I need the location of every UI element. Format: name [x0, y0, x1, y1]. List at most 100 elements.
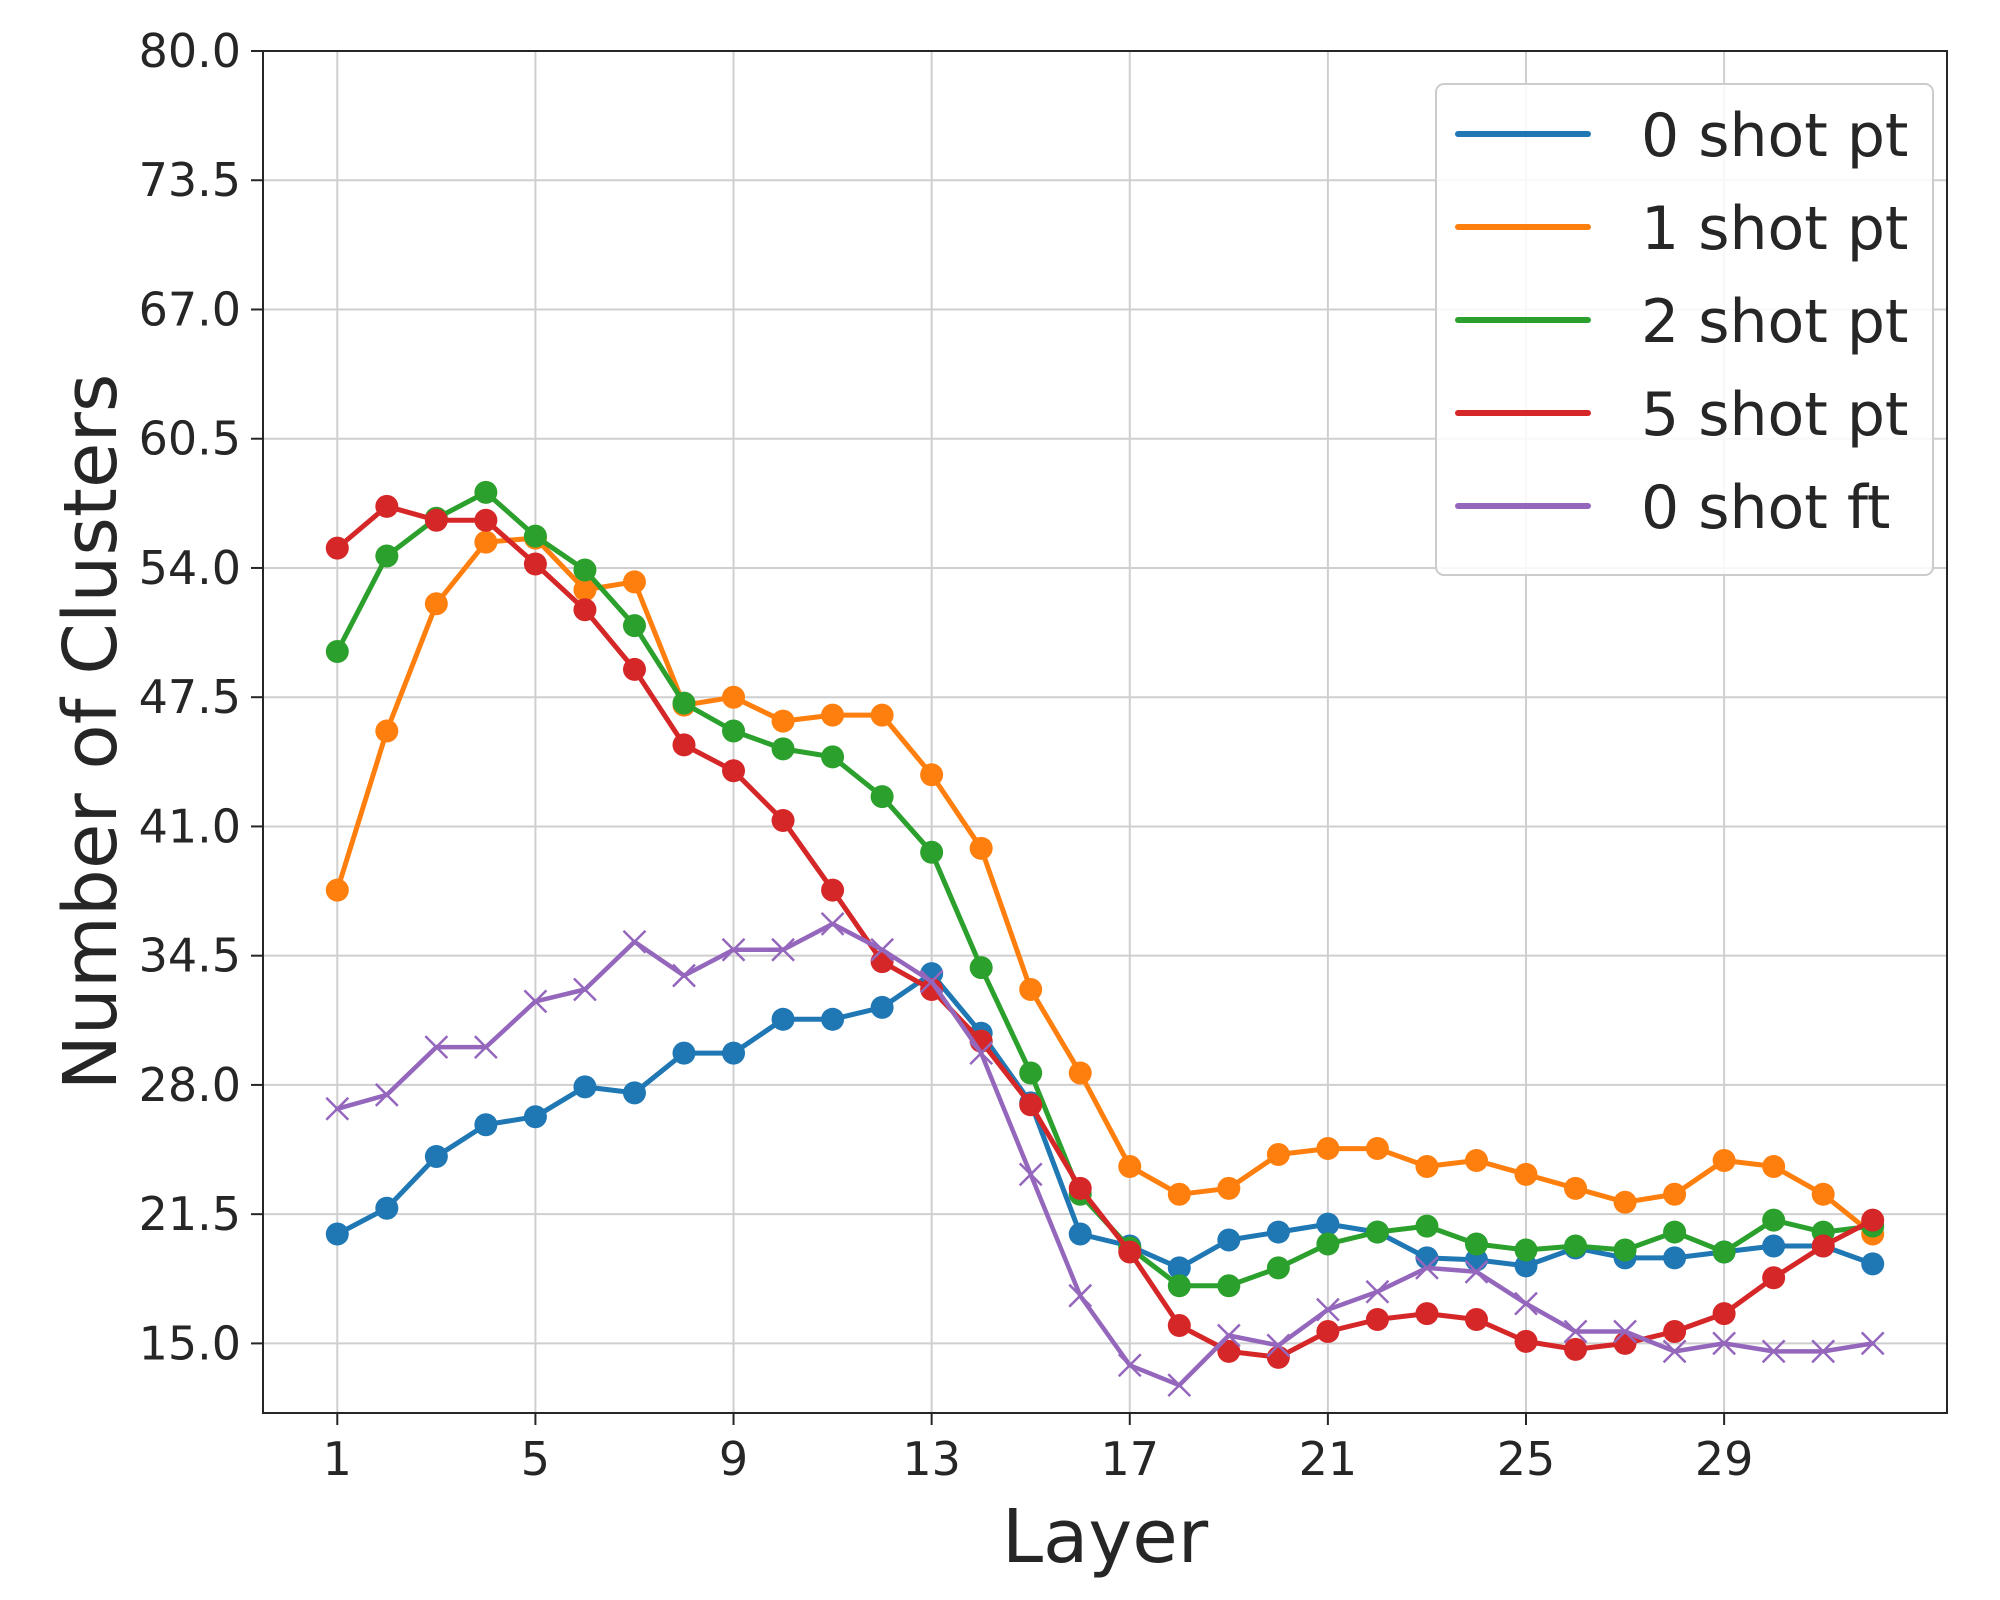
- data-point: [1266, 1220, 1290, 1244]
- data-point: [1118, 1240, 1142, 1264]
- data-point: [1613, 1238, 1637, 1262]
- data-point: [1019, 1061, 1043, 1085]
- data-point-x-marker: [424, 1035, 449, 1060]
- data-point: [375, 544, 399, 568]
- data-point: [523, 552, 547, 576]
- data-point: [1663, 1246, 1687, 1270]
- data-point-x-marker: [870, 937, 895, 962]
- data-point-x-marker: [1860, 1331, 1885, 1356]
- data-point: [573, 1075, 597, 1099]
- data-point: [1365, 1308, 1389, 1332]
- data-point: [870, 785, 894, 809]
- data-point: [1514, 1329, 1538, 1353]
- legend-label: 1 shot pt: [1641, 194, 1908, 264]
- data-point: [920, 977, 944, 1001]
- y-tick-label: 80.0: [139, 24, 241, 78]
- legend-label: 5 shot pt: [1641, 380, 1908, 450]
- data-point: [1663, 1319, 1687, 1343]
- data-point: [722, 719, 746, 743]
- data-point: [325, 1222, 349, 1246]
- data-point-x-marker: [672, 963, 696, 988]
- x-tick-label: 21: [1299, 1432, 1358, 1486]
- data-point: [1167, 1182, 1191, 1206]
- data-point: [1564, 1337, 1588, 1361]
- data-point: [1019, 977, 1043, 1001]
- data-point: [1217, 1176, 1241, 1200]
- data-point: [969, 956, 993, 980]
- data-point: [1415, 1154, 1439, 1178]
- data-point: [821, 1007, 845, 1031]
- data-point: [1365, 1137, 1389, 1161]
- data-point: [474, 1113, 498, 1137]
- data-point-x-marker: [573, 977, 597, 1002]
- data-point-x-marker: [1117, 1353, 1142, 1378]
- data-point-x-marker: [820, 911, 845, 936]
- data-point: [325, 536, 349, 560]
- data-point: [1316, 1137, 1340, 1161]
- series-1-shot-pt: [325, 526, 1885, 1246]
- data-point: [622, 614, 646, 638]
- data-point-x-marker: [1563, 1319, 1588, 1344]
- data-point: [1019, 1093, 1043, 1117]
- y-tick-label: 54.0: [139, 541, 241, 595]
- data-point-x-marker: [1018, 1162, 1043, 1187]
- data-point: [1514, 1254, 1538, 1278]
- data-point-x-marker: [473, 1035, 498, 1060]
- data-point: [672, 733, 696, 757]
- x-tick-label: 13: [902, 1432, 961, 1486]
- data-point-x-marker: [721, 937, 746, 962]
- data-point-x-marker: [622, 929, 647, 954]
- data-point: [325, 639, 349, 663]
- legend-box: [1435, 83, 1934, 576]
- data-point: [1663, 1182, 1687, 1206]
- data-point-x-marker: [919, 969, 944, 994]
- data-point: [1861, 1252, 1885, 1276]
- data-point: [375, 494, 399, 518]
- x-axis-title: Layer: [1002, 1494, 1209, 1580]
- data-point-x-marker: [1216, 1323, 1241, 1348]
- legend-label: 0 shot ft: [1641, 473, 1890, 543]
- data-point: [1762, 1266, 1786, 1290]
- data-point: [1613, 1190, 1637, 1214]
- x-tick-label: 17: [1100, 1432, 1159, 1486]
- data-point: [722, 759, 746, 783]
- data-point: [672, 691, 696, 715]
- data-point-x-marker: [1167, 1373, 1192, 1398]
- data-point: [1712, 1148, 1736, 1172]
- data-point: [1316, 1319, 1340, 1343]
- data-point: [969, 836, 993, 860]
- data-point: [771, 709, 795, 733]
- data-point: [1167, 1314, 1191, 1338]
- data-point-x-marker: [1613, 1319, 1637, 1344]
- plot-frame: [262, 50, 1948, 1414]
- data-point: [1167, 1256, 1191, 1280]
- data-point: [722, 1041, 746, 1065]
- data-point: [1266, 1143, 1290, 1167]
- data-point: [920, 763, 944, 787]
- y-tick-label: 60.5: [139, 412, 241, 466]
- y-tick-label: 67.0: [139, 282, 241, 336]
- series-0-shot-ft: [325, 911, 1885, 1398]
- data-point: [821, 703, 845, 727]
- data-point: [1415, 1214, 1439, 1238]
- data-point: [1118, 1154, 1142, 1178]
- data-point: [1514, 1162, 1538, 1186]
- data-point: [474, 508, 498, 532]
- data-point: [375, 719, 399, 743]
- data-point: [622, 1081, 646, 1105]
- x-tick-label: 1: [323, 1432, 352, 1486]
- data-point: [523, 1105, 547, 1129]
- data-point: [771, 737, 795, 761]
- data-point: [1464, 1148, 1488, 1172]
- data-point: [424, 1145, 448, 1169]
- data-point: [1068, 1176, 1092, 1200]
- data-point: [1365, 1220, 1389, 1244]
- y-axis: 15.0 21.5 28.0 34.5 41.0 47.5 54.0 60.5 67.0 73.5…: [139, 24, 263, 1370]
- data-point: [1217, 1228, 1241, 1252]
- data-point: [573, 598, 597, 622]
- y-axis-title: Number of Clusters: [48, 374, 134, 1091]
- legend-label: 0 shot pt: [1641, 101, 1908, 171]
- data-point: [821, 745, 845, 769]
- data-point-x-marker: [1464, 1259, 1489, 1284]
- data-point: [375, 1196, 399, 1220]
